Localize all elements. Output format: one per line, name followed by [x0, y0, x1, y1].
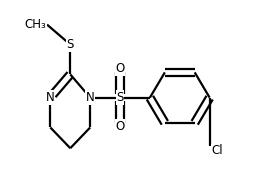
Text: N: N: [46, 91, 55, 104]
Text: O: O: [115, 120, 125, 133]
Text: S: S: [67, 38, 74, 51]
Text: O: O: [115, 62, 125, 75]
Text: Cl: Cl: [212, 144, 223, 157]
Text: N: N: [86, 91, 95, 104]
Text: S: S: [116, 91, 124, 104]
Text: CH₃: CH₃: [24, 18, 46, 31]
